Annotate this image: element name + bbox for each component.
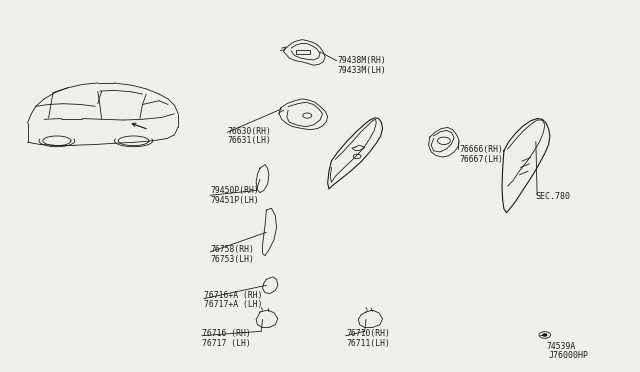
Text: J76000HP: J76000HP — [548, 351, 589, 360]
Text: 76630(RH): 76630(RH) — [227, 126, 271, 136]
Circle shape — [543, 334, 547, 336]
Text: 79438M(RH): 79438M(RH) — [338, 56, 387, 65]
Bar — [296, 50, 310, 54]
Text: 76710(RH): 76710(RH) — [347, 329, 390, 338]
Text: 76717+A (LH): 76717+A (LH) — [204, 301, 262, 310]
Text: 76717 (LH): 76717 (LH) — [202, 339, 251, 348]
Text: 76631(LH): 76631(LH) — [227, 136, 271, 145]
Text: 76758(RH): 76758(RH) — [210, 245, 254, 254]
Text: 76666(RH): 76666(RH) — [460, 145, 503, 154]
Text: 76716+A (RH): 76716+A (RH) — [204, 291, 262, 300]
Text: 76711(LH): 76711(LH) — [347, 339, 390, 348]
Text: 79433M(LH): 79433M(LH) — [338, 66, 387, 75]
Text: 76667(LH): 76667(LH) — [460, 155, 503, 164]
Text: SEC.780: SEC.780 — [536, 192, 571, 201]
Text: 79451P(LH): 79451P(LH) — [210, 196, 259, 205]
Text: 76716 (RH): 76716 (RH) — [202, 329, 251, 338]
Text: 74539A: 74539A — [547, 341, 576, 350]
Text: 79450P(RH): 79450P(RH) — [210, 186, 259, 195]
Text: 76753(LH): 76753(LH) — [210, 255, 254, 264]
